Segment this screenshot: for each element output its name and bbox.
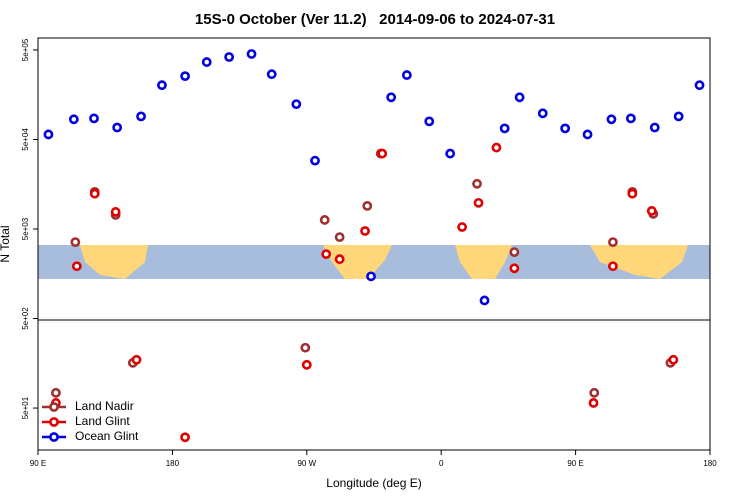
point	[157, 80, 167, 91]
point	[694, 80, 705, 91]
x-tick-label: 90 E	[30, 459, 46, 468]
point	[491, 142, 502, 153]
point	[608, 261, 618, 272]
x-tick-label: 0	[439, 459, 444, 468]
point	[266, 69, 277, 80]
y-tick-label: 5e+01	[21, 396, 30, 419]
point	[89, 113, 99, 124]
point	[180, 71, 190, 82]
point	[627, 188, 638, 199]
point	[457, 222, 468, 232]
point	[89, 188, 100, 199]
point	[377, 148, 388, 159]
point	[224, 52, 235, 62]
point	[201, 57, 212, 67]
y-axis-label: N Total	[0, 225, 12, 262]
point	[649, 122, 660, 133]
point	[560, 123, 571, 134]
point	[582, 129, 593, 140]
point	[625, 113, 636, 124]
point	[589, 387, 600, 398]
x-axis-label: Longitude (deg E)	[326, 476, 421, 490]
point	[509, 263, 520, 274]
point	[246, 49, 257, 59]
point	[300, 342, 311, 353]
legend-marker	[49, 417, 59, 427]
point	[310, 155, 320, 166]
y-tick-label: 5e+03	[21, 217, 30, 240]
point	[362, 200, 373, 211]
point	[70, 237, 81, 248]
point	[479, 295, 490, 306]
point	[401, 70, 412, 80]
point	[445, 148, 456, 159]
point	[136, 111, 146, 122]
point	[71, 261, 82, 272]
legend-label: Land Glint	[75, 414, 130, 428]
point	[110, 207, 121, 217]
chart-title: 15S-0 October (Ver 11.2) 2014-09-06 to 2…	[195, 11, 555, 28]
point	[424, 116, 435, 127]
x-tick-label: 180	[166, 459, 180, 468]
point	[509, 247, 520, 258]
point	[646, 206, 657, 216]
point	[499, 123, 510, 134]
legend-marker	[49, 402, 59, 412]
point	[366, 271, 376, 282]
point	[514, 92, 525, 103]
point	[51, 387, 61, 398]
point	[68, 114, 79, 125]
y-tick-label: 5e+02	[21, 307, 30, 330]
point	[112, 122, 123, 133]
point	[588, 398, 599, 408]
plot-frame	[37, 37, 711, 451]
point	[473, 197, 484, 208]
x-tick-label: 180	[703, 459, 717, 468]
legend-marker	[49, 432, 59, 442]
point	[334, 232, 345, 243]
point	[606, 114, 617, 125]
point	[301, 359, 312, 370]
point	[386, 92, 397, 103]
y-tick-label: 5e+05	[21, 38, 30, 61]
point	[321, 249, 332, 260]
x-tick-label: 90 W	[297, 459, 316, 468]
point	[291, 99, 302, 110]
point	[319, 215, 330, 225]
legend-label: Ocean Glint	[75, 429, 139, 443]
x-tick-label: 90 E	[567, 459, 583, 468]
point	[608, 237, 618, 248]
point	[360, 226, 370, 236]
point	[668, 354, 679, 365]
point	[180, 432, 190, 443]
point	[131, 354, 142, 365]
legend-label: Land Nadir	[75, 399, 134, 413]
point	[537, 108, 548, 119]
point	[472, 178, 482, 189]
y-tick-label: 5e+04	[21, 128, 30, 151]
point	[43, 129, 54, 140]
point	[673, 111, 684, 122]
point	[334, 254, 345, 265]
